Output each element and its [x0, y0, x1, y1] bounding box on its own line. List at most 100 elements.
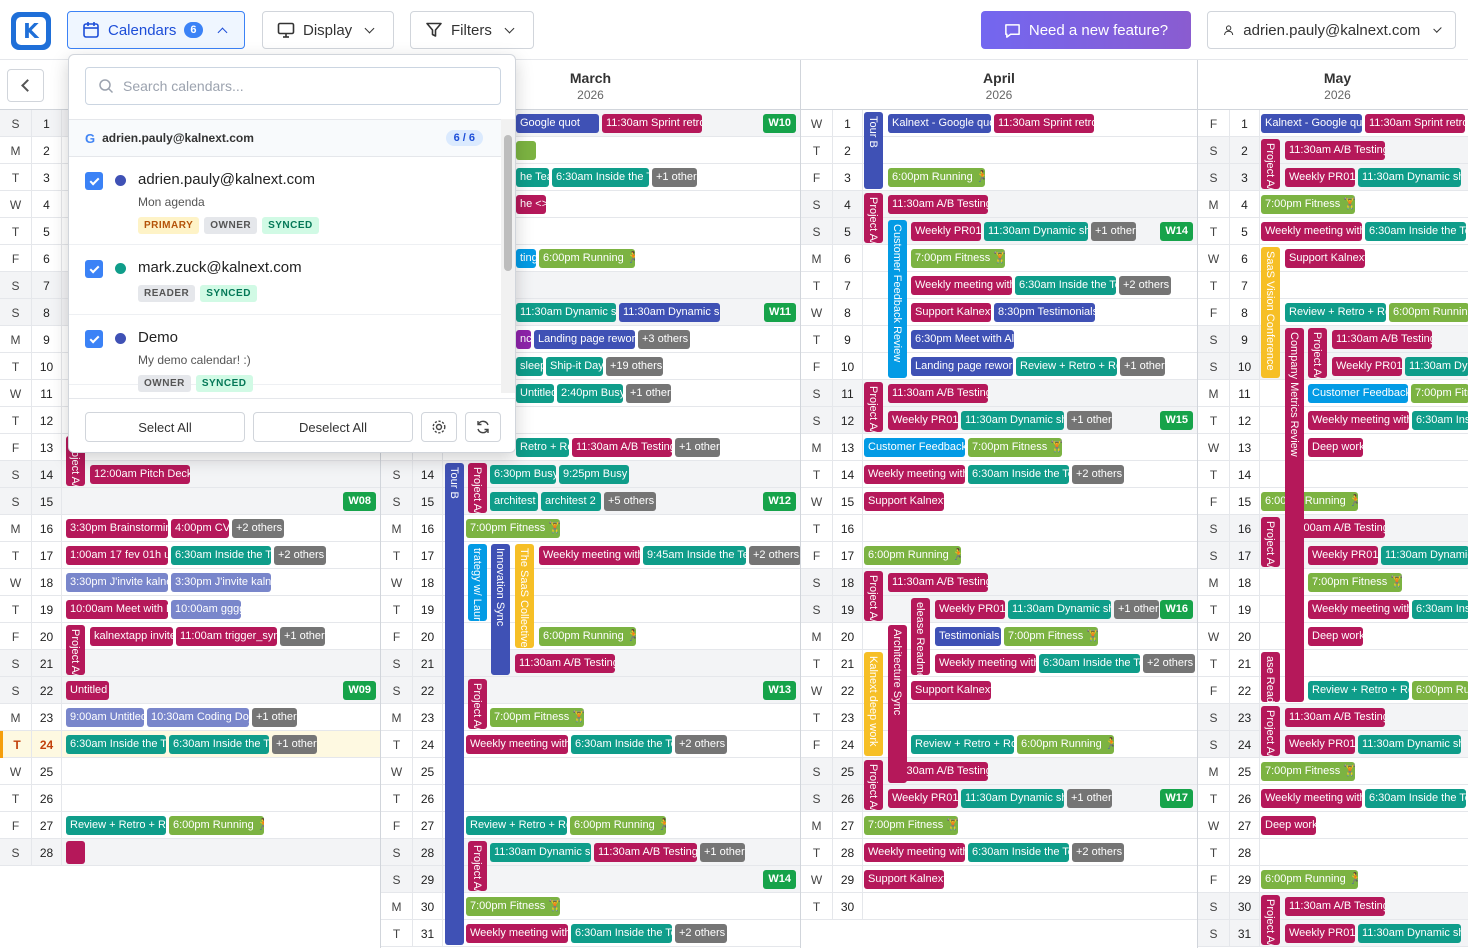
event-chip[interactable]: 11:30am A/B Testing: [1332, 330, 1432, 349]
event-chip[interactable]: 11:30am A/B Testing: [888, 762, 988, 781]
event-chip[interactable]: Testimonials: [935, 627, 1001, 646]
event-chip[interactable]: ting: [516, 249, 536, 268]
event-chip[interactable]: 11:30am Dynamic sha: [516, 303, 616, 322]
event-chip[interactable]: Review + Retro + Roa: [911, 735, 1014, 754]
select-all-button[interactable]: Select All: [85, 412, 245, 442]
event-chip[interactable]: 6:30am Inside the Tea: [1039, 654, 1140, 673]
event-chip[interactable]: 6:00pm Running: [1389, 303, 1468, 322]
day-row[interactable]: W 27 Deep work: [1198, 812, 1468, 839]
more-events-chip[interactable]: +2 others: [675, 735, 727, 754]
calendar-checkbox[interactable]: [85, 172, 103, 190]
day-row[interactable]: T 9 6:30pm Meet with Alin: [801, 326, 1197, 353]
multiday-event-bar[interactable]: Project A/B: [66, 625, 85, 675]
multiday-event-bar[interactable]: trategy w/ Laure: [468, 544, 487, 621]
event-chip[interactable]: 6:00pm Running 🏃: [1261, 870, 1358, 889]
event-chip[interactable]: 11:30am Dynamic sha: [490, 843, 591, 862]
event-chip[interactable]: sleep: [516, 357, 543, 376]
calendar-checkbox[interactable]: [85, 260, 103, 278]
event-chip[interactable]: 11:30am Dynamic sha: [1358, 924, 1461, 943]
day-row[interactable]: F 1 Kalnext - Google quot 11:30am Sprint re…: [1198, 110, 1468, 137]
event-chip[interactable]: Weekly PR01: [1308, 546, 1378, 565]
multiday-event-bar[interactable]: Customer Feedback Review: [888, 220, 907, 378]
day-row[interactable]: M9ncLanding page rework+3 others: [381, 326, 800, 353]
multiday-event-bar[interactable]: ase Readi: [1261, 652, 1280, 702]
week-number-badge[interactable]: W10: [763, 114, 796, 133]
day-row[interactable]: T12 Weekly meeting with p6:30am Ins: [1198, 407, 1468, 434]
day-row[interactable]: T19 Weekly meeting with p6:30am Ins: [1198, 596, 1468, 623]
event-chip[interactable]: 7:00pm Fitness 🏋: [466, 519, 560, 538]
previous-month-button[interactable]: [7, 69, 44, 102]
week-number-badge[interactable]: W15: [1160, 411, 1193, 430]
day-row[interactable]: S 5 Weekly PR01 11:30am Dynamic sha +1 other…: [801, 218, 1197, 245]
day-row[interactable]: S 2 11:30am A/B Testing: [1198, 137, 1468, 164]
event-chip[interactable]: 6:30am Inside the Tea: [169, 735, 269, 754]
day-row[interactable]: T17 Weekly meeting with p9:45am Inside th…: [381, 542, 800, 569]
event-chip[interactable]: 7:00pm Fitness 🏋: [1261, 195, 1355, 214]
week-number-badge[interactable]: W16: [1160, 600, 1193, 619]
event-chip[interactable]: 7:00pm Fitness 🏋: [968, 438, 1062, 457]
event-chip[interactable]: 2:40pm Busy: [557, 384, 623, 403]
day-row[interactable]: T21 Weekly meeting with p6:30am Inside th…: [801, 650, 1197, 677]
event-chip[interactable]: 9:25pm Busy: [559, 465, 629, 484]
calendars-button[interactable]: Calendars 6: [67, 11, 245, 49]
day-row[interactable]: S 11 11:30am A/B Testing: [801, 380, 1197, 407]
day-row[interactable]: F13Retro + Roa11:30am A/B Testing+1 othe…: [381, 434, 800, 461]
event-chip[interactable]: Weekly PR01: [911, 222, 981, 241]
event-chip[interactable]: 4:00pm CV: [171, 519, 229, 538]
multiday-event-bar[interactable]: Tour B: [864, 112, 883, 189]
event-chip[interactable]: Weekly meeting with p: [864, 465, 965, 484]
event-chip[interactable]: 6:30pm Meet with Alin: [911, 330, 1014, 349]
more-events-chip[interactable]: +1 other: [272, 735, 317, 754]
event-chip[interactable]: Untitled: [516, 384, 554, 403]
day-row[interactable]: F 15 6:00pm Running 🏃: [1198, 488, 1468, 515]
day-row[interactable]: S 23 11:30am A/B Testing: [1198, 704, 1468, 731]
event-chip[interactable]: Support Kalnext: [864, 870, 944, 889]
event-chip[interactable]: 6:30am Ins: [1412, 411, 1468, 430]
event-chip[interactable]: kalnextapp invite: [90, 627, 173, 646]
app-logo[interactable]: K: [11, 12, 51, 50]
day-row[interactable]: M 25 7:00pm Fitness 🏋: [1198, 758, 1468, 785]
day-row[interactable]: W11Untitled2:40pm Busy+1 other: [381, 380, 800, 407]
day-row[interactable]: S 29 W14: [381, 866, 800, 893]
day-row[interactable]: W 25: [381, 758, 800, 785]
day-row[interactable]: S 30 11:30am A/B Testing: [1198, 893, 1468, 920]
event-chip[interactable]: 7:00pm Fitness 🏋: [911, 249, 1005, 268]
day-row[interactable]: M 16 3:30pm Brainstorming 4:00pm CV +2 other…: [0, 515, 380, 542]
event-chip[interactable]: 6:00pm Running 🏃: [169, 816, 264, 835]
day-row[interactable]: S 12 Weekly PR01 11:30am Dynamic sha +1 othe…: [801, 407, 1197, 434]
event-chip[interactable]: Kalnext - Google quot: [1261, 114, 1362, 133]
day-row[interactable]: M 20 Testimonials 7:00pm Fitness 🏋: [801, 623, 1197, 650]
day-row[interactable]: W 1 Kalnext - Google quot 11:30am Sprint re…: [801, 110, 1197, 137]
event-chip[interactable]: 11:30am Dynamic sha: [619, 303, 720, 322]
day-row[interactable]: S 4 11:30am A/B Testing: [801, 191, 1197, 218]
multiday-event-bar[interactable]: Project A/B: [1308, 328, 1327, 378]
event-chip[interactable]: Customer Feedback R: [1308, 384, 1408, 403]
day-row[interactable]: M 18 7:00pm Fitness 🏋: [1198, 569, 1468, 596]
more-events-chip[interactable]: +2 others: [675, 924, 727, 943]
event-chip[interactable]: 11:30am Sprint retro: [994, 114, 1094, 133]
day-row[interactable]: F 29 6:00pm Running 🏃: [1198, 866, 1468, 893]
more-events-chip[interactable]: +1 other: [700, 843, 745, 862]
multiday-event-bar[interactable]: Project A/B: [864, 571, 883, 621]
multiday-event-bar[interactable]: Project A/B: [1261, 706, 1280, 756]
event-chip[interactable]: Support Kalnext: [911, 681, 991, 700]
event-chip[interactable]: 12:00am Pitch Deck R: [90, 465, 190, 484]
event-chip[interactable]: 11:30am A/B Testing: [888, 195, 988, 214]
multiday-event-bar[interactable]: The SaaS Collective: [515, 544, 534, 648]
calendar-item[interactable]: mark.zuck@kalnext.com READER SYNCED: [69, 245, 501, 315]
event-chip[interactable]: 10:00am Meet with Elo: [66, 600, 168, 619]
day-row[interactable]: S 22 W13: [381, 677, 800, 704]
event-chip[interactable]: Deep work: [1308, 438, 1363, 457]
event-chip[interactable]: he Tea: [516, 168, 549, 187]
event-chip[interactable]: 11:30am Dynamic sha: [1358, 168, 1461, 187]
event-chip[interactable]: 6:00pm Running 🏃: [1261, 492, 1358, 511]
event-chip[interactable]: 7:00pm Fitness 🏋: [1261, 762, 1355, 781]
account-menu-button[interactable]: adrien.pauly@kalnext.com: [1207, 11, 1456, 49]
more-events-chip[interactable]: +1 other: [280, 627, 325, 646]
day-row[interactable]: S 16 11:00am A/B Testing: [1198, 515, 1468, 542]
